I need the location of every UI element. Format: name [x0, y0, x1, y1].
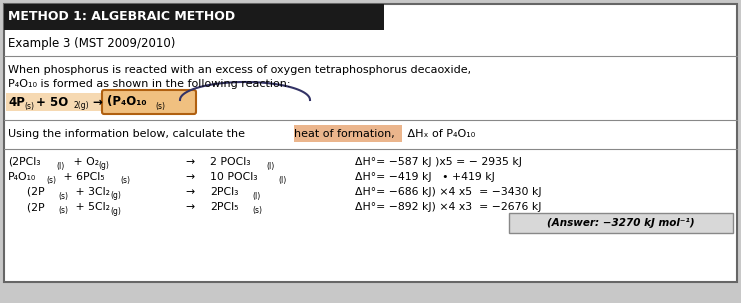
- Text: + 3Cl₂: + 3Cl₂: [72, 187, 110, 197]
- Text: →: →: [92, 95, 102, 108]
- Text: ΔH°= −686 kJ) ×4 x5  = −3430 kJ: ΔH°= −686 kJ) ×4 x5 = −3430 kJ: [355, 187, 542, 197]
- Text: (g): (g): [110, 191, 121, 201]
- Text: (s): (s): [46, 177, 56, 185]
- Text: 10 POCl₃: 10 POCl₃: [210, 172, 258, 182]
- Text: (Answer: −3270 kJ mol⁻¹): (Answer: −3270 kJ mol⁻¹): [547, 218, 695, 228]
- Text: ΔH°= −587 kJ )x5 = − 2935 kJ: ΔH°= −587 kJ )x5 = − 2935 kJ: [355, 157, 522, 167]
- Text: →: →: [185, 157, 194, 167]
- Text: Example 3 (MST 2009/2010): Example 3 (MST 2009/2010): [8, 38, 176, 51]
- Text: (l): (l): [266, 161, 274, 171]
- FancyBboxPatch shape: [4, 4, 737, 282]
- Text: 2PCl₅: 2PCl₅: [210, 202, 239, 212]
- FancyBboxPatch shape: [6, 93, 134, 111]
- Text: (l): (l): [252, 191, 260, 201]
- Text: (l): (l): [56, 161, 64, 171]
- Text: (P₄O₁₀: (P₄O₁₀: [107, 95, 147, 108]
- Text: (s): (s): [58, 207, 68, 215]
- Text: (s): (s): [120, 177, 130, 185]
- Text: + O₂: + O₂: [70, 157, 99, 167]
- Text: METHOD 1: ALGEBRAIC METHOD: METHOD 1: ALGEBRAIC METHOD: [8, 11, 235, 24]
- Text: (g): (g): [98, 161, 109, 171]
- Text: + 6PCl₅: + 6PCl₅: [60, 172, 104, 182]
- Text: 2 POCl₃: 2 POCl₃: [210, 157, 250, 167]
- FancyBboxPatch shape: [294, 125, 402, 142]
- Text: P₄O₁₀: P₄O₁₀: [8, 172, 36, 182]
- Text: →: →: [185, 187, 194, 197]
- Text: (s): (s): [24, 102, 34, 111]
- Text: + 5Cl₂: + 5Cl₂: [72, 202, 110, 212]
- Text: 2(g): 2(g): [73, 102, 89, 111]
- Text: Using the information below, calculate the: Using the information below, calculate t…: [8, 129, 248, 139]
- Text: (s): (s): [58, 191, 68, 201]
- Text: (2PCl₃: (2PCl₃: [8, 157, 41, 167]
- Text: 4P: 4P: [8, 95, 25, 108]
- Text: ΔHₓ of P₄O₁₀: ΔHₓ of P₄O₁₀: [404, 129, 475, 139]
- Text: P₄O₁₀ is formed as shown in the following reaction:: P₄O₁₀ is formed as shown in the followin…: [8, 79, 290, 89]
- Text: →: →: [185, 172, 194, 182]
- Text: →: →: [185, 202, 194, 212]
- Text: (l): (l): [278, 177, 286, 185]
- Text: (2P: (2P: [20, 202, 44, 212]
- Text: ΔH°= −419 kJ   • +419 kJ: ΔH°= −419 kJ • +419 kJ: [355, 172, 495, 182]
- Text: ΔH°= −892 kJ) ×4 x3  = −2676 kJ: ΔH°= −892 kJ) ×4 x3 = −2676 kJ: [355, 202, 542, 212]
- Text: (s): (s): [155, 102, 165, 111]
- FancyBboxPatch shape: [102, 90, 196, 114]
- FancyBboxPatch shape: [4, 4, 384, 30]
- Text: 2PCl₃: 2PCl₃: [210, 187, 239, 197]
- Text: (g): (g): [110, 207, 121, 215]
- Text: + 5O: + 5O: [36, 95, 68, 108]
- Text: (2P: (2P: [20, 187, 44, 197]
- Text: heat of formation,: heat of formation,: [294, 129, 395, 139]
- Text: (s): (s): [252, 207, 262, 215]
- FancyBboxPatch shape: [509, 213, 733, 233]
- Text: When phosphorus is reacted with an excess of oxygen tetraphosphorus decaoxide,: When phosphorus is reacted with an exces…: [8, 65, 471, 75]
